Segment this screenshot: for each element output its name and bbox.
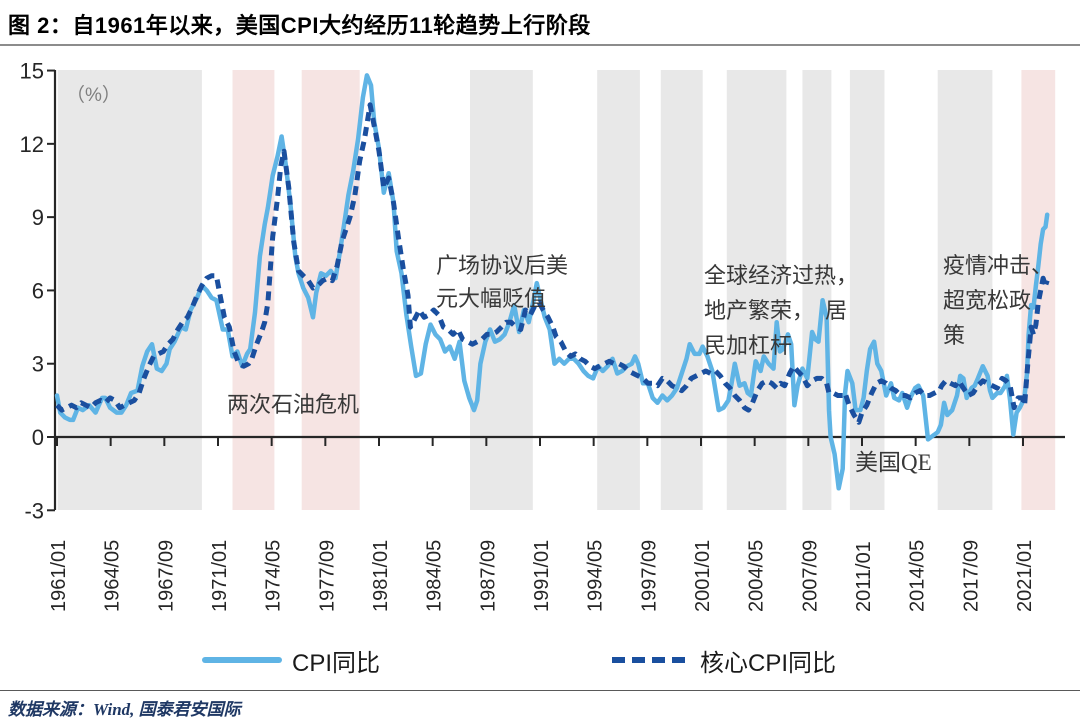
legend-item-core-cpi: 核心CPI同比 [612,644,837,677]
x-tick-label: 1984/05 [424,540,446,612]
x-tick-label: 1974/05 [263,540,285,612]
trend-band-gray [597,70,640,510]
x-tick-label: 1977/09 [316,540,338,612]
x-tick-label: 1964/05 [102,540,124,612]
y-tick-label: 15 [20,59,44,84]
core-cpi-line [55,102,1050,425]
x-tick-label: 2021/01 [1014,540,1036,612]
x-tick-label: 1967/09 [155,540,177,612]
trend-band-pink [301,70,360,510]
trend-band-gray [57,70,202,510]
x-tick-label: 1961/01 [48,540,70,612]
y-axis-unit-label: （%） [66,85,121,106]
x-tick-label: 1991/01 [531,540,553,612]
cpi-chart: 15 12 9 6 3 0 -3 1961/01 1964/05 1967/09 1971/01 19… [20,59,1065,612]
x-tick-label: 2007/09 [799,540,821,612]
x-tick-label: 1971/01 [209,540,231,612]
core-cpi-line-swatch [612,657,690,663]
legend: CPI同比 核心CPI同比 [0,644,1080,677]
y-tick-label: 6 [32,278,44,303]
title-divider [0,44,1080,46]
legend-label-core-cpi: 核心CPI同比 [700,649,837,677]
source-divider [0,690,1080,691]
x-tick-label: 2001/01 [692,540,714,612]
annotation-oil-crises: 两次石油危机 [227,392,360,417]
x-tick-label: 1997/09 [638,540,660,612]
trend-band-pink [232,70,275,510]
figure-title: 图 2：自1961年以来，美国CPI大约经历11轮趋势上行阶段 [8,13,591,38]
x-tick-label: 1994/05 [585,540,607,612]
x-tick-label: 2004/05 [746,540,768,612]
y-tick-label: 3 [32,352,44,377]
cpi-line-swatch [202,657,282,663]
annotation-plaza-accord: 广场协议后美 元大幅贬值 [436,253,569,311]
cpi-line [54,73,1050,491]
x-tick-label: 2017/09 [960,540,982,612]
x-tick-label: 2014/05 [907,540,929,612]
y-tick-label: 12 [20,132,44,157]
x-tick-label: 2011/01 [853,541,875,612]
annotation-us-qe: 美国QE [855,450,932,475]
x-tick-label: 1987/09 [477,540,499,612]
y-tick-label: -3 [24,498,44,523]
x-tick-label: 1981/01 [370,540,392,612]
y-tick-label: 9 [32,205,44,230]
annotation-global-overheat: 全球经济过热， 地产繁荣， 居 民加杠杆 [704,263,859,358]
data-source: 数据来源：Wind, 国泰君安国际 [8,700,241,719]
trend-band-gray [660,70,703,510]
legend-label-cpi: CPI同比 [292,649,381,677]
legend-item-cpi: CPI同比 [202,644,381,677]
y-tick-label: 0 [32,425,44,450]
annotation-covid-stimulus: 疫情冲击、 超宽松政 策 [943,253,1054,348]
